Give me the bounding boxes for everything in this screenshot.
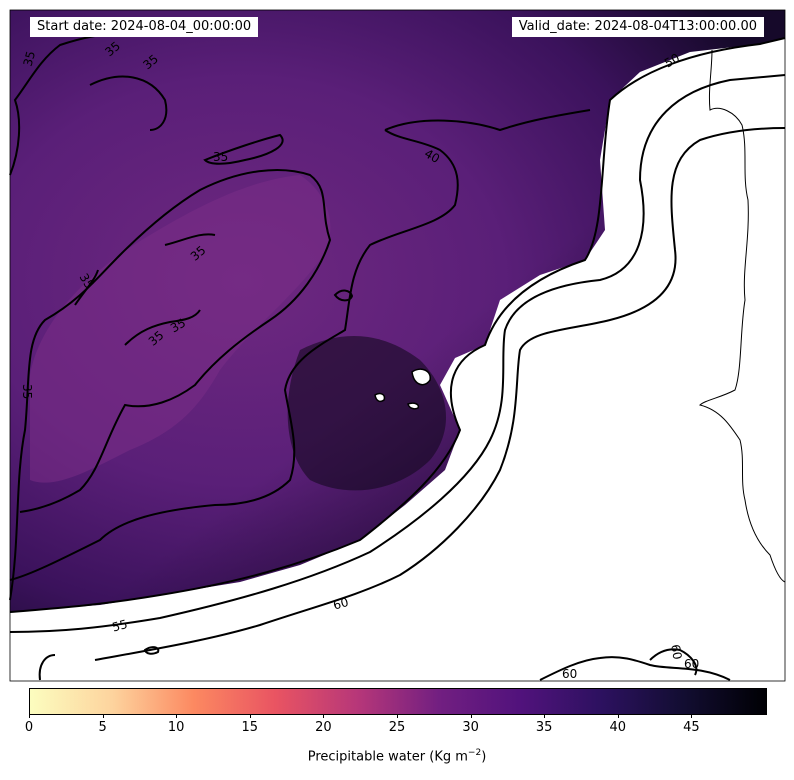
colorbar-tick xyxy=(29,714,30,718)
colorbar: 0 5 10 15 20 25 30 35 40 45 xyxy=(25,688,767,735)
contour-35-e xyxy=(124,309,201,346)
coastline xyxy=(699,49,786,583)
contour-35-d xyxy=(74,269,99,306)
contour-label: 60 xyxy=(684,657,699,671)
contour-40 xyxy=(9,109,591,581)
contour-60-c xyxy=(649,648,698,676)
contour-label: 60 xyxy=(562,667,577,681)
islands xyxy=(374,368,431,410)
contour-50 xyxy=(9,37,786,613)
contour-60 xyxy=(94,127,786,661)
island-a xyxy=(411,368,431,386)
contour-labels: 35 35 35 35 35 35 35 35 35 40 50 55 60 6… xyxy=(20,39,699,681)
colorbar-tick xyxy=(544,714,546,718)
colorbar-tick-label: 20 xyxy=(315,720,332,735)
contour-label: 35 xyxy=(20,384,34,399)
island-b xyxy=(374,392,386,403)
contour-label: 50 xyxy=(662,51,682,71)
contour-55 xyxy=(9,74,786,633)
contour-edge-left xyxy=(38,654,56,681)
colorbar-tick xyxy=(470,714,472,718)
contour-35-b xyxy=(89,75,168,131)
contour-label: 40 xyxy=(422,146,442,166)
colorbar-tick xyxy=(176,714,178,718)
colorbar-tick-label: 30 xyxy=(462,720,479,735)
map-border xyxy=(9,9,786,682)
colorbar-tick xyxy=(617,714,619,718)
contour-label: 35 xyxy=(21,49,38,67)
colorbar-tick-label: 25 xyxy=(388,720,406,735)
contour-small-b xyxy=(143,646,160,655)
colorbar-tick-label: 10 xyxy=(167,720,185,735)
contour-35-big xyxy=(9,169,332,601)
colorbar-tick-label: 40 xyxy=(609,720,627,735)
colorbar-title-text: Precipitable water (Kg m xyxy=(307,749,468,765)
contour-small-a xyxy=(333,289,354,302)
colorbar-tick xyxy=(691,714,693,718)
colorbar-tick-label: 0 xyxy=(24,720,34,735)
contour-label: 35 xyxy=(77,271,97,291)
contour-label: 60 xyxy=(668,643,684,660)
contour-label: 35 xyxy=(168,316,188,336)
colorbar-title-exponent: −2 xyxy=(467,748,482,758)
field-high-core xyxy=(30,175,331,483)
contour-label: 55 xyxy=(111,617,129,634)
contour-label: 60 xyxy=(332,595,350,612)
island-c xyxy=(407,402,420,410)
contour-35-f xyxy=(164,233,216,246)
contour-35-c xyxy=(203,133,284,165)
colorbar-title: Precipitable water (Kg m−2) xyxy=(0,748,794,764)
contour-lines xyxy=(9,32,786,681)
contour-60-b xyxy=(539,656,731,681)
field-dark-band xyxy=(287,336,447,491)
precipitable-water-map: 35 35 35 35 35 35 35 35 35 40 50 55 60 6… xyxy=(9,9,786,682)
contour-label: 35 xyxy=(213,150,228,164)
colorbar-tick-label: 5 xyxy=(98,720,107,735)
colorbar-tick-label: 45 xyxy=(683,720,700,735)
start-date-label: Start date: 2024-08-04_00:00:00 xyxy=(30,17,259,37)
colorbar-tick xyxy=(249,714,251,718)
colorbar-tick xyxy=(323,714,325,718)
colorbar-gradient xyxy=(29,688,767,715)
colorbar-tick xyxy=(397,714,398,718)
colorbar-tick-label: 35 xyxy=(535,720,553,735)
valid-date-label: Valid_date: 2024-08-04T13:00:00.00 xyxy=(511,17,764,37)
colorbar-tick-label: 15 xyxy=(241,720,259,735)
colorbar-title-suffix: ) xyxy=(481,749,487,765)
field-dark-edge xyxy=(10,10,785,612)
colorbar-tick xyxy=(102,714,104,718)
